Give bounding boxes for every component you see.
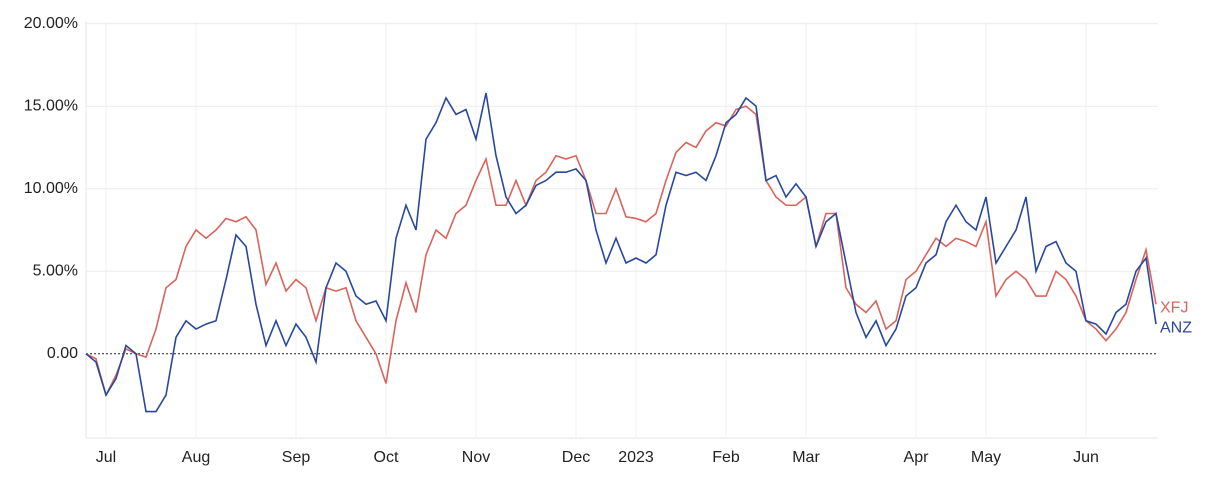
series-label: ANZ xyxy=(1160,319,1192,336)
x-tick-label: Nov xyxy=(462,449,490,466)
y-tick-label: 15.00% xyxy=(24,97,78,114)
x-tick-label: Apr xyxy=(904,449,930,466)
x-tick-label: May xyxy=(971,449,1001,466)
y-tick-label: 0.00 xyxy=(47,345,78,362)
y-tick-label: 10.00% xyxy=(24,180,78,197)
series-label: XFJ xyxy=(1160,300,1188,317)
x-tick-label: Feb xyxy=(712,449,740,466)
y-tick-label: 20.00% xyxy=(24,15,78,32)
x-tick-label: Mar xyxy=(792,449,820,466)
x-tick-label: Dec xyxy=(562,449,590,466)
x-tick-label: Aug xyxy=(182,449,210,466)
line-series xyxy=(85,105,1157,398)
line-series xyxy=(85,92,1157,413)
x-tick-label: Oct xyxy=(374,449,399,466)
x-tick-label: Sep xyxy=(282,449,311,466)
y-tick-label: 5.00% xyxy=(33,262,78,279)
x-tick-label: Jul xyxy=(96,449,116,466)
x-tick-label: Jun xyxy=(1073,449,1099,466)
x-tick-label: 2023 xyxy=(618,449,654,466)
